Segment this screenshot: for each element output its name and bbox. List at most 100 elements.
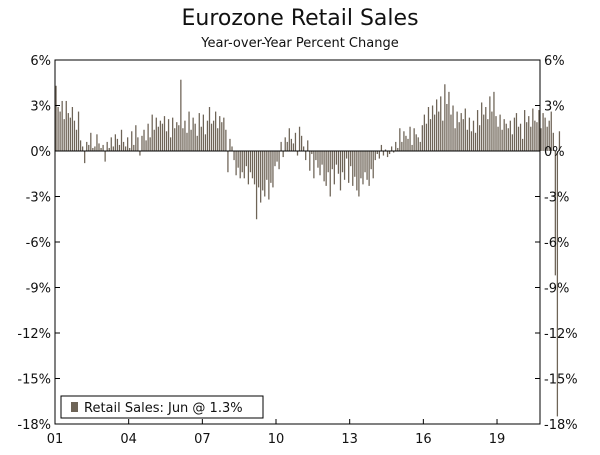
bar [288, 128, 290, 151]
bar [298, 126, 301, 151]
bar [118, 144, 121, 151]
bar [315, 151, 317, 161]
bar [135, 125, 137, 151]
bar [345, 151, 348, 159]
plot-area [54, 59, 541, 425]
bar [262, 151, 264, 191]
bar [325, 151, 327, 186]
bar [200, 126, 202, 151]
bar [196, 135, 198, 151]
bar [513, 117, 516, 151]
bar [116, 138, 119, 151]
bar [511, 134, 514, 151]
bar [438, 111, 440, 151]
y-tick-label-left: -6% [26, 236, 51, 251]
bar [178, 125, 180, 151]
bar [122, 141, 125, 151]
bar [433, 114, 436, 151]
bar [272, 151, 274, 188]
bar [505, 123, 507, 151]
bar [127, 137, 129, 151]
bar [528, 116, 530, 151]
bar [243, 151, 245, 179]
bar [81, 146, 84, 151]
bar [374, 151, 376, 161]
bar [386, 151, 389, 158]
bar [233, 151, 235, 161]
y-tick-label-right: 6% [544, 54, 565, 69]
bar [495, 116, 497, 151]
bar [481, 102, 483, 151]
bar [67, 113, 69, 151]
bar [427, 107, 430, 151]
y-tick-label-left: -18% [17, 418, 51, 433]
bar [450, 114, 452, 151]
bar [257, 151, 260, 188]
bar [313, 151, 315, 179]
bar [352, 151, 354, 186]
bar [77, 111, 80, 151]
bar [253, 151, 256, 185]
bar [350, 151, 352, 167]
bar [335, 151, 338, 165]
bar [440, 96, 442, 151]
bar [241, 151, 243, 173]
bar [141, 135, 143, 151]
bar [235, 151, 237, 176]
bar [550, 111, 552, 151]
bar [245, 151, 247, 167]
bar [217, 128, 219, 151]
bar [521, 138, 524, 151]
bars-group [55, 79, 561, 417]
bar [280, 141, 282, 151]
bar [63, 119, 65, 151]
x-tick-label: 10 [268, 432, 285, 447]
bar [425, 123, 428, 151]
bar [370, 151, 372, 170]
bar [456, 111, 458, 151]
bar [415, 134, 417, 151]
bar [558, 131, 561, 151]
y-tick-label-right: -12% [544, 327, 578, 342]
bar [276, 151, 278, 162]
bar [409, 126, 411, 151]
bar [317, 151, 319, 168]
bar [468, 117, 471, 151]
y-tick-label-right: -18% [544, 418, 578, 433]
bar [405, 135, 407, 151]
bar [366, 151, 368, 180]
bar [71, 107, 74, 151]
bar [110, 137, 112, 151]
bar [388, 151, 391, 155]
y-tick-label-right: -6% [544, 236, 569, 251]
bar [180, 79, 182, 151]
bar [401, 141, 403, 151]
bar [98, 143, 100, 151]
bar [542, 113, 544, 151]
bar [112, 146, 114, 151]
bar [139, 151, 141, 156]
bar [264, 151, 266, 197]
y-tick-label-left: -9% [26, 282, 51, 297]
bar [251, 151, 254, 179]
bar [448, 91, 450, 151]
bar [489, 96, 491, 151]
bar [120, 129, 123, 151]
bar [165, 131, 168, 151]
bar [210, 123, 213, 151]
bar [534, 120, 536, 151]
chart-subtitle: Year-over-Year Percent Change [201, 36, 399, 51]
bar [491, 111, 493, 151]
bar [391, 146, 393, 151]
bar [436, 99, 438, 151]
bar [327, 151, 329, 173]
bar [305, 151, 307, 161]
bar [393, 151, 395, 153]
bar [526, 122, 528, 151]
bar [221, 122, 223, 151]
bar [204, 134, 207, 151]
bar [212, 120, 215, 151]
bar [190, 129, 192, 151]
bar [268, 151, 270, 200]
bar [358, 151, 360, 197]
